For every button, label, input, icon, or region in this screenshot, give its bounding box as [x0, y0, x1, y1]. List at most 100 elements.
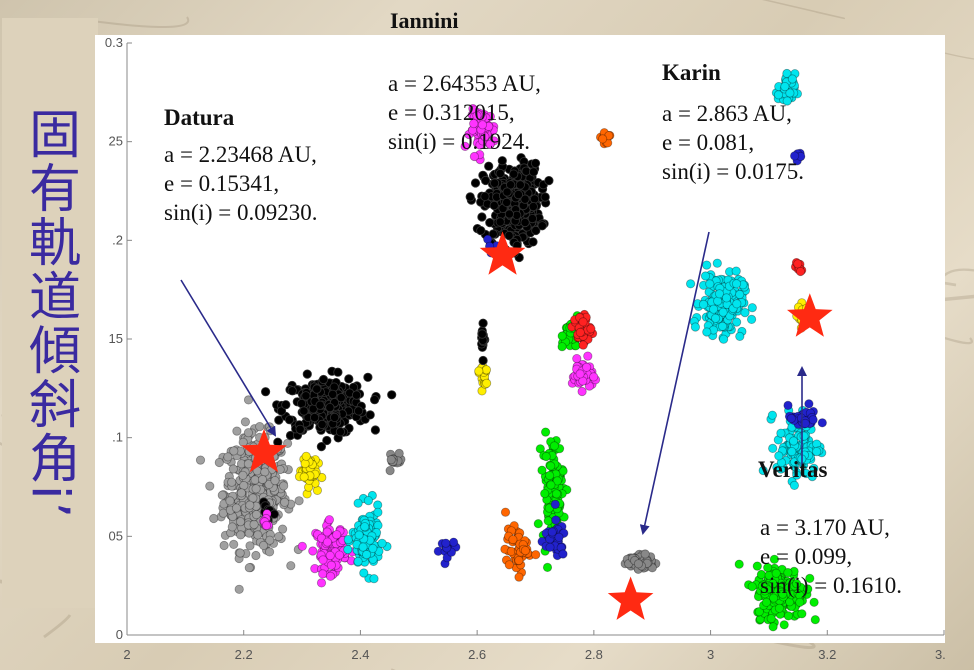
data-point — [589, 372, 599, 382]
data-point — [360, 522, 370, 532]
data-point — [227, 477, 237, 487]
data-point — [731, 279, 742, 289]
data-point — [287, 386, 297, 396]
data-point — [734, 559, 744, 569]
karin-e: e = 0.081, — [662, 130, 755, 155]
data-point — [514, 555, 524, 566]
data-point — [758, 465, 768, 476]
x-tick-label: 3 — [707, 647, 714, 662]
iannini-a: a = 2.64353 AU, — [388, 71, 541, 96]
data-point — [472, 111, 482, 121]
data-point — [546, 480, 556, 490]
annotation-veritas-values: a = 3.170 AU, e = 0.099, sin(i) = 0.1610… — [760, 513, 902, 600]
y-tick-label: .2 — [112, 232, 123, 247]
x-tick-label: 2 — [123, 647, 130, 662]
data-point — [481, 378, 492, 388]
data-point — [477, 329, 487, 339]
data-point — [685, 279, 696, 289]
data-point — [789, 151, 800, 161]
data-point — [219, 540, 229, 551]
data-point — [578, 317, 588, 327]
data-point — [480, 175, 491, 186]
data-point — [448, 537, 459, 547]
data-point — [800, 418, 810, 428]
data-point — [276, 406, 287, 416]
y-tick-label: .1 — [112, 430, 123, 445]
data-point — [537, 221, 547, 231]
data-point — [257, 474, 268, 485]
data-point — [238, 470, 248, 480]
data-point — [302, 369, 312, 379]
annotation-veritas: Veritas — [758, 455, 827, 484]
data-point — [495, 217, 505, 227]
data-point — [245, 541, 255, 551]
data-point — [336, 393, 346, 403]
data-point — [804, 399, 814, 409]
data-point — [205, 481, 215, 491]
data-point — [768, 578, 778, 589]
data-point — [735, 331, 745, 341]
data-point — [328, 389, 338, 399]
data-point — [474, 366, 484, 376]
data-point — [735, 289, 745, 300]
data-point — [817, 418, 827, 428]
data-point — [214, 457, 224, 468]
marble-vein — [762, 0, 845, 20]
y-tick-label: 25 — [109, 134, 123, 149]
data-point — [249, 519, 259, 530]
y-tick-label: 0 — [116, 627, 123, 642]
data-point — [488, 229, 498, 239]
data-point — [253, 530, 263, 540]
data-point — [489, 200, 499, 211]
data-point — [787, 74, 798, 84]
data-point — [318, 555, 328, 565]
data-point — [335, 427, 345, 437]
data-point — [343, 534, 353, 545]
data-point — [500, 507, 511, 517]
data-point — [535, 444, 545, 454]
data-point — [803, 584, 813, 594]
data-point — [809, 597, 819, 607]
data-point — [575, 369, 585, 379]
data-point — [520, 545, 530, 556]
iannini-title: Iannini — [390, 8, 459, 33]
data-point — [690, 322, 701, 332]
datura-title: Datura — [164, 105, 235, 130]
data-point — [540, 427, 551, 437]
x-tick-label: 2.4 — [351, 647, 369, 662]
data-point — [477, 120, 488, 130]
data-point — [244, 563, 254, 573]
data-point — [633, 559, 644, 569]
data-point — [295, 424, 305, 434]
data-point — [575, 327, 585, 337]
x-tick-label: 2.2 — [235, 647, 253, 662]
data-point — [251, 484, 261, 494]
data-point — [514, 572, 524, 582]
star-marker-iannini — [479, 231, 526, 275]
data-point — [520, 217, 530, 228]
data-point — [299, 406, 309, 416]
data-point — [763, 562, 773, 573]
data-point — [251, 550, 261, 561]
data-point — [478, 318, 488, 328]
data-point — [780, 81, 790, 92]
data-point — [771, 568, 781, 578]
data-point — [779, 620, 789, 630]
data-point — [385, 465, 395, 476]
side-label-text: 固有軌道傾斜角i’ — [19, 106, 80, 520]
data-point — [785, 88, 795, 98]
data-point — [747, 581, 757, 592]
x-tick-label: 2.8 — [585, 647, 603, 662]
data-point — [261, 387, 271, 397]
data-point — [251, 509, 262, 520]
data-point — [234, 584, 244, 594]
data-point — [789, 480, 800, 490]
data-point — [783, 567, 793, 578]
datura-e: e = 0.15341, — [164, 171, 280, 196]
data-point — [441, 538, 451, 548]
data-point — [480, 132, 490, 142]
data-point — [316, 441, 326, 452]
data-point — [505, 180, 516, 190]
data-point — [259, 540, 269, 550]
data-point — [768, 593, 779, 603]
